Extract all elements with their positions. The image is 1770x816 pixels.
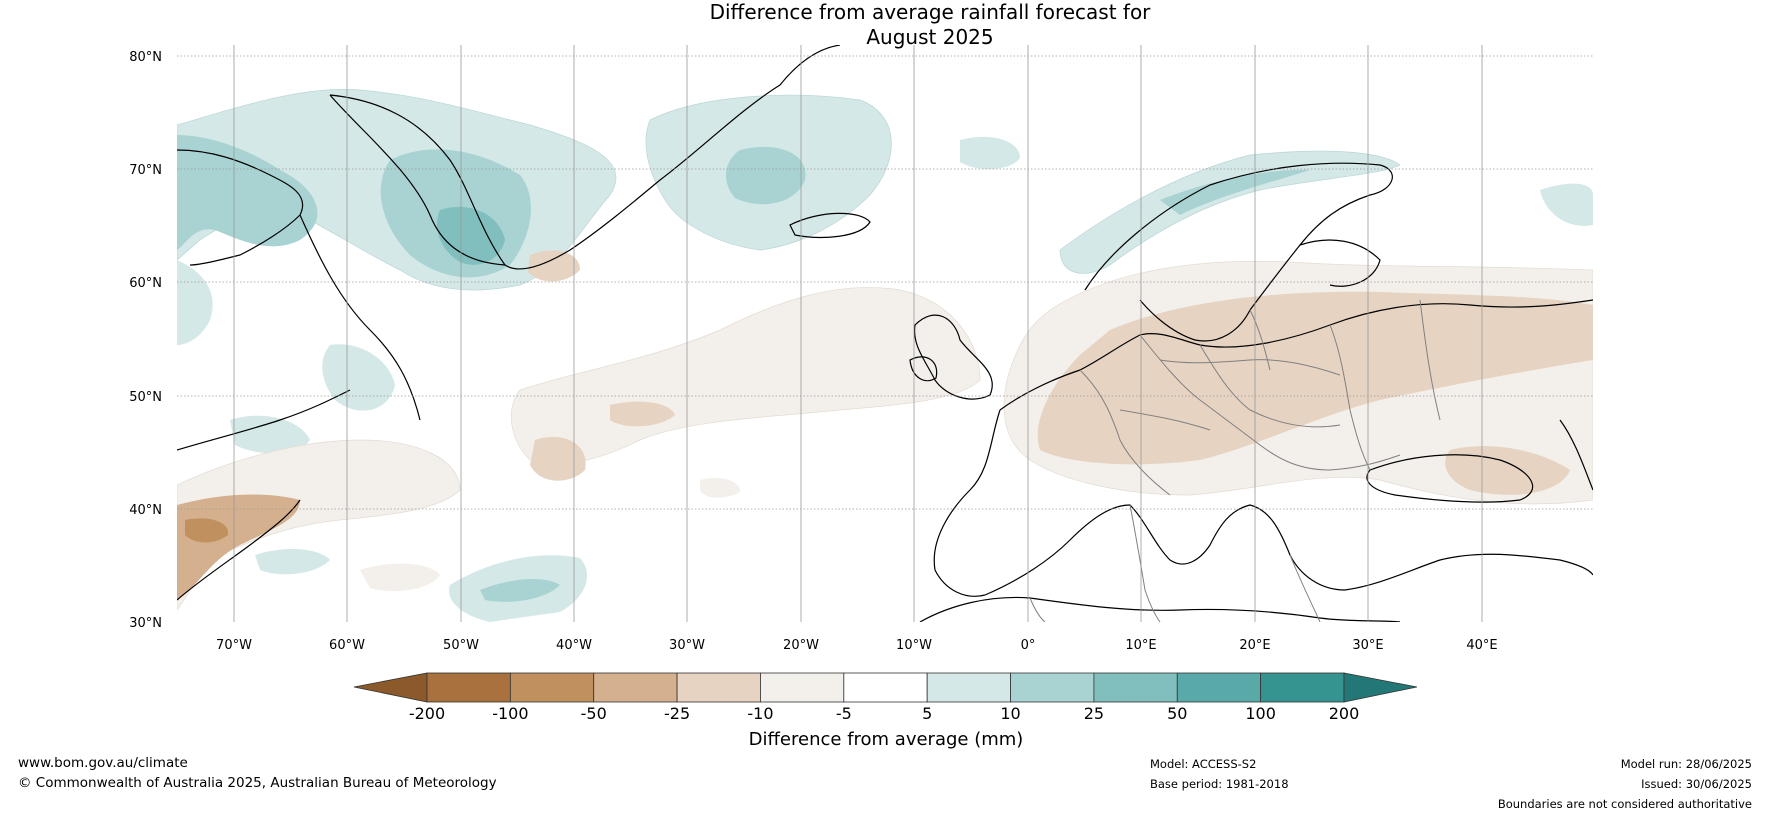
lon-label: 30°W (669, 638, 705, 653)
gridlines (177, 55, 1593, 510)
dry-region-black-sea (1445, 446, 1570, 495)
lon-label: 10°E (1125, 638, 1156, 653)
copyright-text: © Commonwealth of Australia 2025, Austra… (18, 775, 497, 791)
colorbar-tick-label: -50 (581, 704, 607, 723)
country-borders (1029, 299, 1441, 622)
colorbar-tick-label: -200 (409, 704, 445, 723)
dry-region-mid-atlantic (530, 436, 586, 481)
wet-region-nova-scotia (230, 415, 310, 454)
wet-region-east-edge (1540, 183, 1593, 226)
wet-region-baffin (177, 135, 318, 250)
colorbar-tick-label: -5 (836, 704, 852, 723)
colorbar-extend-low (353, 672, 428, 703)
colorbar-tick-label: 200 (1329, 704, 1360, 723)
lat-label: 70°N (129, 163, 162, 178)
colorbar-tick-label: 5 (922, 704, 932, 723)
wet-region-jan-mayen (960, 136, 1020, 170)
lon-label: 40°E (1466, 638, 1497, 653)
colorbar-segment (1176, 672, 1262, 703)
dry-region-greenland-tip (528, 250, 580, 282)
lon-label: 40°W (556, 638, 592, 653)
colorbar-tick-label: 50 (1167, 704, 1187, 723)
lon-label: 50°W (443, 638, 479, 653)
longitude-labels: 70°W 60°W 50°W 40°W 30°W 20°W 10°W 0° 10… (216, 638, 1498, 653)
title-line-1: Difference from average rainfall forecas… (709, 0, 1151, 24)
model-run-text: Model run: 28/06/2025 (1620, 757, 1752, 771)
colorbar-segment (843, 672, 928, 703)
colorbar-segment (760, 672, 845, 703)
disclaimer-text: Boundaries are not considered authoritat… (1497, 797, 1752, 811)
colorbar-segment (593, 672, 678, 703)
latitude-labels: 80°N 70°N 60°N 50°N 40°N 30°N (129, 50, 162, 631)
lon-label: 20°E (1239, 638, 1270, 653)
issued-text: Issued: 30/06/2025 (1641, 777, 1752, 791)
colorbar-segment (426, 672, 511, 703)
wet-region-norway-core (1160, 169, 1310, 215)
coastlines (177, 45, 1593, 622)
lon-label: 70°W (216, 638, 252, 653)
colorbar-tick-label: -10 (747, 704, 773, 723)
wet-region-labrador (177, 260, 213, 345)
dry-region-small (700, 478, 740, 498)
lat-label: 50°N (129, 390, 162, 405)
colorbar-tick-label: -100 (492, 704, 528, 723)
lon-label: 10°W (896, 638, 932, 653)
lat-label: 60°N (129, 276, 162, 291)
colorbar-extend-high (1343, 672, 1418, 703)
wet-region-newfoundland (322, 344, 395, 411)
lon-label: 30°E (1352, 638, 1383, 653)
website-link[interactable]: www.bom.gov.au/climate (18, 755, 188, 771)
map-title: Difference from average rainfall forecas… (600, 0, 1260, 50)
colorbar-segment (1093, 672, 1178, 703)
colorbar-tick-label: 100 (1245, 704, 1276, 723)
dry-region-atlantic-core (610, 401, 675, 427)
colorbar-segment (1010, 672, 1095, 703)
lon-label: 0° (1021, 638, 1036, 653)
colorbar-segment (1260, 672, 1345, 703)
wet-region-greenland-max (436, 206, 505, 265)
colorbar-segment (509, 672, 595, 703)
model-text: Model: ACCESS-S2 (1150, 757, 1257, 771)
meridians (233, 45, 1483, 622)
colorbar: -200 -100 -50 -25 -10 -5 5 10 25 50 100 200 Differe… (353, 672, 1418, 750)
lat-label: 40°N (129, 503, 162, 518)
colorbar-segment (676, 672, 761, 703)
title-line-2: August 2025 (866, 25, 994, 49)
dry-region-us-east-inner (185, 518, 229, 543)
base-period-text: Base period: 1981-2018 (1150, 777, 1289, 791)
colorbar-tick-label: 25 (1084, 704, 1104, 723)
wet-region-subtropic-core (480, 578, 560, 602)
lon-label: 20°W (783, 638, 819, 653)
colorbar-segment (926, 672, 1011, 703)
lat-label: 80°N (129, 50, 162, 65)
colorbar-tick-label: -25 (664, 704, 690, 723)
dry-region-canary (360, 563, 440, 592)
lat-label: 30°N (129, 616, 162, 631)
colorbar-tick-label: 10 (1000, 704, 1020, 723)
wet-region-azores (255, 548, 330, 575)
lon-label: 60°W (329, 638, 365, 653)
colorbar-title: Difference from average (mm) (749, 729, 1024, 750)
wet-region-iceland-core (725, 146, 806, 205)
